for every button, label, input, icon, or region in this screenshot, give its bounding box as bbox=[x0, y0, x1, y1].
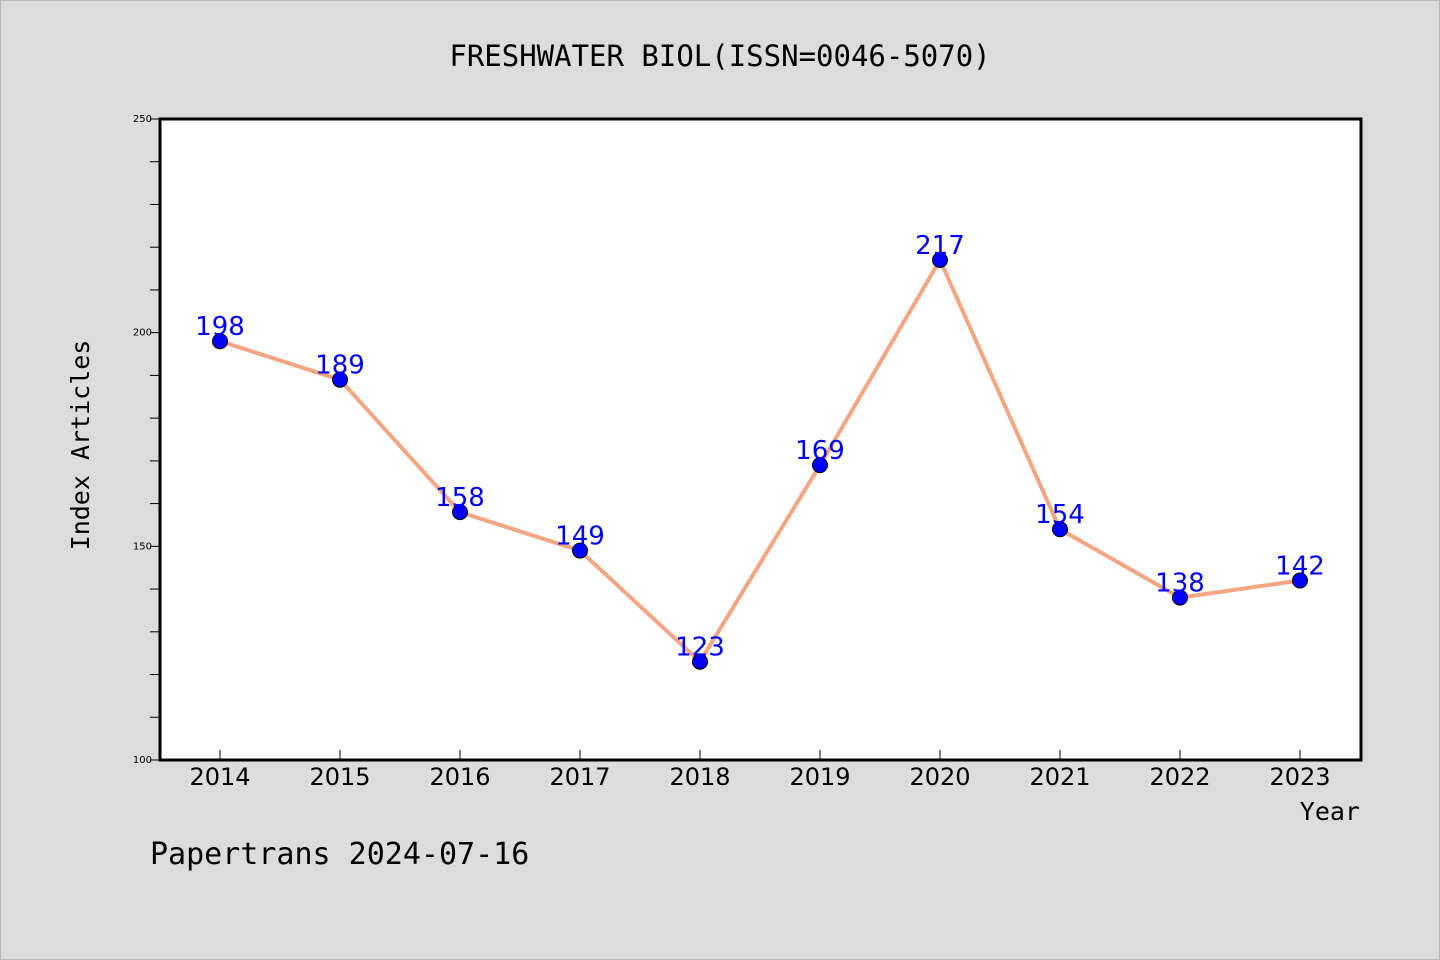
data-point bbox=[332, 371, 348, 388]
data-label: 217 bbox=[915, 231, 965, 261]
data-label: 142 bbox=[1275, 552, 1325, 582]
data-point bbox=[1052, 521, 1068, 538]
x-tick-label: 2016 bbox=[429, 763, 490, 791]
plot-area bbox=[158, 117, 1363, 762]
y-tick-label: 100 bbox=[133, 755, 152, 766]
y-axis: 100 150 200 250 bbox=[133, 114, 160, 766]
x-tick-label: 2020 bbox=[909, 763, 970, 791]
data-point bbox=[1292, 572, 1308, 589]
x-axis-label: Year bbox=[1300, 797, 1360, 826]
chart-title: FRESHWATER BIOL(ISSN=0046-5070) bbox=[449, 39, 990, 73]
data-label: 198 bbox=[195, 312, 245, 342]
x-tick-label: 2023 bbox=[1269, 763, 1330, 791]
footer-credit: Papertrans 2024-07-16 bbox=[150, 837, 529, 872]
data-point bbox=[572, 542, 588, 559]
data-point bbox=[212, 333, 228, 350]
data-points bbox=[212, 252, 1308, 670]
data-point bbox=[452, 504, 468, 521]
x-tick-label: 2014 bbox=[189, 763, 250, 791]
y-tick-label: 150 bbox=[133, 541, 152, 552]
data-label: 138 bbox=[1155, 569, 1205, 599]
x-tick-label: 2022 bbox=[1149, 763, 1210, 791]
data-label: 169 bbox=[795, 436, 845, 466]
x-tick-label: 2019 bbox=[789, 763, 850, 791]
data-label: 154 bbox=[1035, 500, 1085, 530]
y-tick-label: 200 bbox=[133, 328, 152, 339]
x-tick-label: 2018 bbox=[669, 763, 730, 791]
data-labels: 198 189 158 149 123 169 217 154 138 142 bbox=[195, 231, 1325, 663]
series-line-group bbox=[219, 258, 1301, 664]
data-label: 158 bbox=[435, 483, 485, 513]
x-tick-label: 2017 bbox=[549, 763, 610, 791]
data-label: 123 bbox=[675, 633, 725, 663]
data-label: 149 bbox=[555, 522, 605, 552]
data-point bbox=[812, 457, 828, 474]
x-axis: 2014 2015 2016 2017 2018 2019 2020 2021 2022 2023 bbox=[189, 750, 1331, 791]
series-line bbox=[219, 258, 1301, 664]
data-point bbox=[692, 653, 708, 670]
data-point bbox=[1172, 589, 1188, 606]
data-point bbox=[932, 252, 948, 269]
data-label: 189 bbox=[315, 351, 365, 381]
y-axis-label: Index Articles bbox=[66, 340, 95, 551]
y-tick-label: 250 bbox=[133, 114, 152, 125]
x-tick-label: 2015 bbox=[309, 763, 370, 791]
x-tick-label: 2021 bbox=[1029, 763, 1090, 791]
